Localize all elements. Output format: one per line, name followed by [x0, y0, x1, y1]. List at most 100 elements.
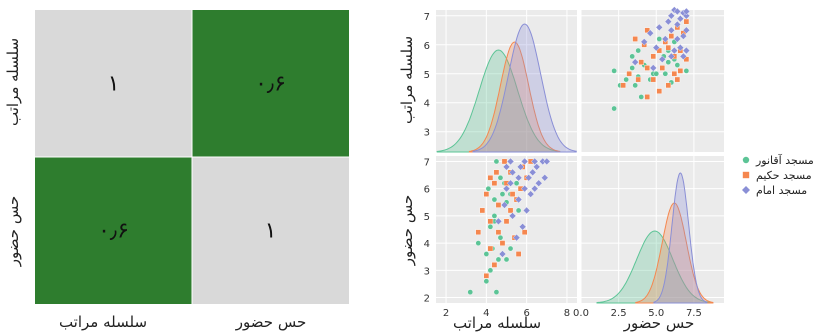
- scatter-point: [499, 240, 506, 246]
- scatter-point: [673, 7, 682, 16]
- heatmap-cell: [35, 10, 192, 157]
- scatter-point: [514, 174, 523, 182]
- scatter-point: [483, 191, 490, 197]
- scatter-point: [520, 157, 529, 166]
- scatter-point: [665, 59, 672, 65]
- scatter-point: [499, 191, 506, 197]
- scatter-point: [668, 33, 675, 39]
- scatter-point: [491, 262, 498, 268]
- kde-hierarchy-curve: [436, 49, 561, 153]
- scatter-point: [632, 82, 638, 89]
- scatter-point: [513, 180, 520, 187]
- scatter-point: [631, 58, 639, 66]
- panel-kde-presence: [581, 156, 724, 303]
- scatter-point: [683, 68, 690, 74]
- scatter-point: [498, 250, 507, 258]
- scatter-point: [665, 82, 672, 89]
- scatter-point: [638, 59, 645, 65]
- scatter-point: [620, 82, 626, 89]
- heatmap-cell-label: ۱: [108, 72, 120, 97]
- scatter-point: [664, 17, 672, 26]
- kde-presence-curve: [653, 172, 708, 304]
- y-tick-label: 3: [424, 266, 430, 277]
- scatter-point: [611, 68, 617, 74]
- scatter-point: [656, 88, 663, 94]
- heatmap-ylabel-presence: حس حضور: [4, 196, 22, 267]
- pairplot-ylabel-presence: حس حضور: [398, 195, 416, 266]
- scatter-point: [493, 169, 500, 176]
- heatmap-xlabel-presence: حس حضور: [235, 313, 306, 331]
- scatter-point: [659, 65, 666, 71]
- scatter-point: [467, 289, 474, 295]
- scatter-point: [629, 53, 635, 60]
- scatter-point: [674, 62, 681, 68]
- legend-marker: [742, 156, 750, 164]
- scatter-point: [501, 158, 508, 165]
- scatter-point: [515, 207, 522, 214]
- y-tick-label: 7: [424, 157, 430, 168]
- scatter-point: [667, 52, 675, 61]
- scatter-point: [541, 174, 549, 182]
- x-tick-label: 0.0: [573, 308, 589, 319]
- scatter-point: [491, 196, 498, 203]
- legend-label: مسجد آقانور: [755, 153, 814, 167]
- scatter-point: [487, 267, 494, 274]
- scatter-point: [483, 251, 490, 257]
- scatter-point: [658, 55, 666, 63]
- scatter-point: [497, 234, 504, 241]
- heatmap-xlabel-hierarchy: سلسله مراتب: [59, 313, 147, 331]
- scatter-point: [679, 32, 688, 40]
- scatter-point: [506, 157, 515, 166]
- heatmap-cell: [35, 157, 192, 304]
- legend-marker: [742, 171, 750, 179]
- scatter-point: [508, 212, 517, 220]
- y-tick-label: 6: [424, 185, 430, 196]
- scatter-point: [661, 35, 669, 43]
- scatter-point: [670, 46, 679, 55]
- x-tick-label: 6: [523, 308, 529, 319]
- x-tick-label: 7.5: [686, 308, 702, 319]
- y-tick-label: 4: [424, 239, 430, 250]
- scatter-point: [683, 18, 690, 25]
- scatter-point: [502, 163, 511, 171]
- scatter-point: [640, 38, 648, 46]
- scatter-point: [507, 207, 514, 214]
- scatter-point: [475, 229, 482, 236]
- scatter-point: [491, 213, 498, 219]
- x-tick-label: 2.5: [611, 308, 627, 319]
- scatter-point: [518, 223, 527, 231]
- scatter-point: [650, 76, 657, 83]
- scatter-point: [673, 20, 682, 29]
- scatter-point: [682, 26, 691, 34]
- scatter-point: [495, 256, 502, 263]
- scatter-point: [682, 7, 691, 16]
- scatter-point: [493, 289, 500, 295]
- scatter-point: [629, 65, 635, 71]
- scatter-point: [644, 65, 651, 71]
- scatter-point: [487, 223, 494, 230]
- scatter-point: [483, 272, 490, 279]
- scatter-point: [500, 201, 509, 209]
- scatter-point: [506, 179, 515, 187]
- y-tick-label: 7: [424, 12, 430, 23]
- y-tick-label: 6: [424, 41, 430, 52]
- legend-label: مسجد حکیم: [756, 169, 812, 182]
- scatter-point: [495, 202, 502, 208]
- scatter-point: [674, 76, 681, 83]
- scatter-point: [503, 218, 510, 225]
- scatter-point: [508, 168, 517, 177]
- scatter-point: [497, 174, 504, 181]
- kde-presence-curve: [596, 230, 714, 304]
- scatter-point: [676, 43, 685, 52]
- heatmap-cell-label: ۰٫۶: [255, 72, 286, 97]
- scatter-point: [521, 229, 528, 236]
- legend: مسجد آقانور مسجد حکیم مسجد امام: [742, 153, 814, 197]
- scatter-point: [653, 70, 660, 77]
- scatter-point: [543, 157, 551, 166]
- heatmap-cell-label: ۱: [265, 219, 277, 244]
- kde-hierarchy-curve: [468, 41, 561, 153]
- scatter-point: [656, 36, 663, 42]
- heatmap-cell: [192, 10, 349, 157]
- x-tick-label: 8: [564, 308, 570, 319]
- heatmap-cell: [192, 157, 349, 304]
